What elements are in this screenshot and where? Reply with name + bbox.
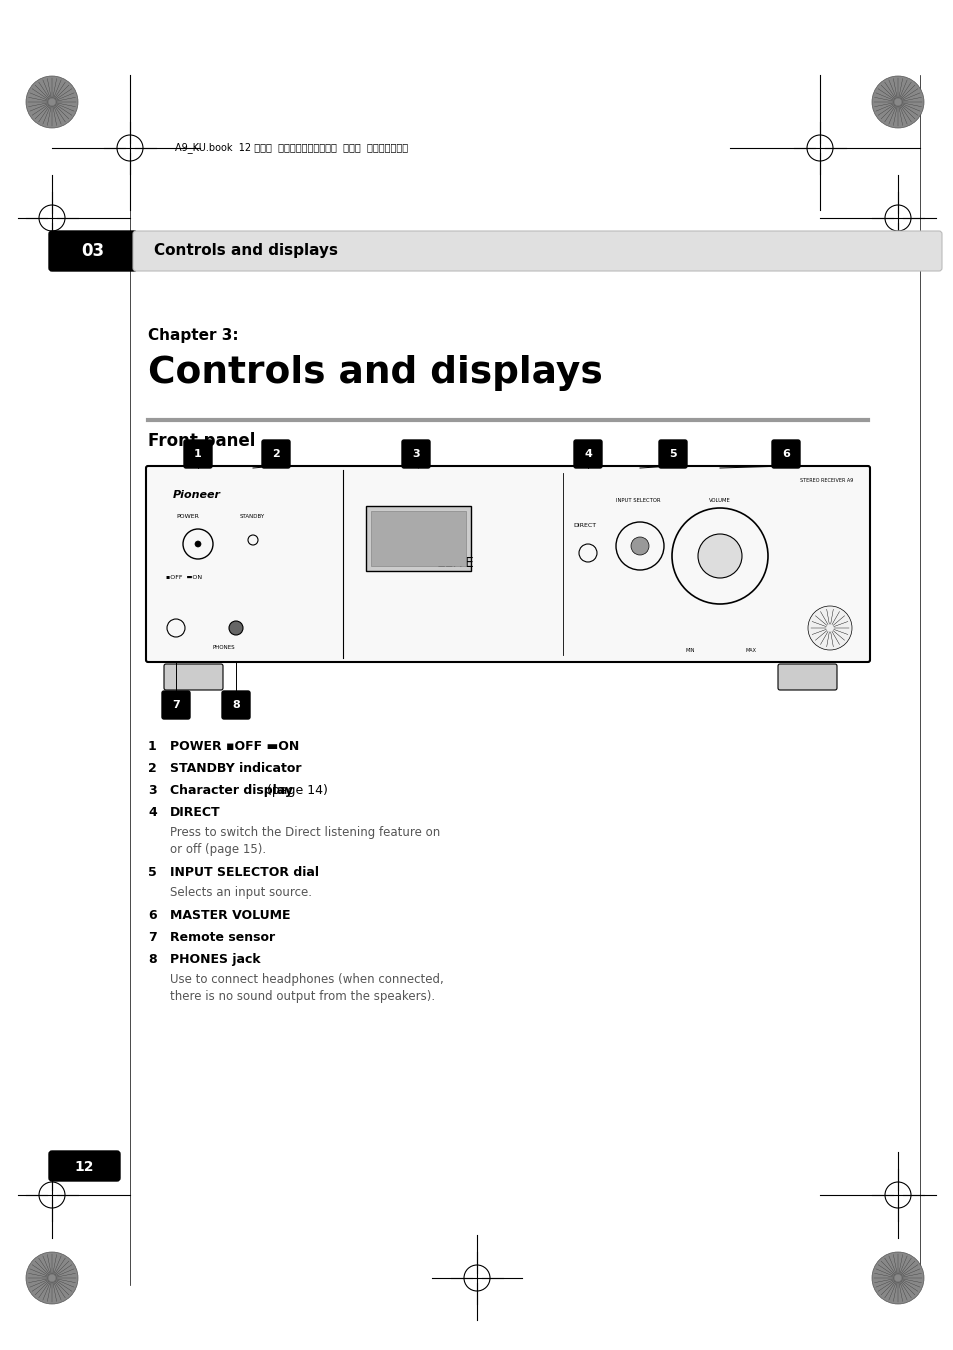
Circle shape xyxy=(26,1251,78,1304)
Text: Use to connect headphones (when connected,: Use to connect headphones (when connecte… xyxy=(170,973,443,985)
Text: Character display: Character display xyxy=(170,784,293,796)
Text: Front panel: Front panel xyxy=(148,432,255,450)
FancyBboxPatch shape xyxy=(146,466,869,662)
Text: 4: 4 xyxy=(583,450,591,459)
Text: Press to switch the Direct listening feature on: Press to switch the Direct listening fea… xyxy=(170,826,439,838)
Text: or off (page 15).: or off (page 15). xyxy=(170,842,266,856)
Text: 4: 4 xyxy=(148,806,156,819)
Circle shape xyxy=(871,76,923,128)
FancyBboxPatch shape xyxy=(164,664,223,690)
Text: MASTER VOLUME: MASTER VOLUME xyxy=(170,909,291,922)
FancyBboxPatch shape xyxy=(574,440,601,468)
Text: STANDBY: STANDBY xyxy=(240,514,265,518)
Text: STEREO RECEIVER A9: STEREO RECEIVER A9 xyxy=(799,478,852,483)
Text: 12: 12 xyxy=(74,1160,93,1174)
FancyBboxPatch shape xyxy=(262,440,290,468)
Text: ▪OFF  ▬ON: ▪OFF ▬ON xyxy=(166,575,202,580)
Text: 03: 03 xyxy=(81,242,105,261)
Text: 3: 3 xyxy=(412,450,419,459)
FancyBboxPatch shape xyxy=(132,231,941,271)
Text: MIN: MIN xyxy=(685,648,695,653)
Text: 5: 5 xyxy=(148,865,156,879)
Text: Controls and displays: Controls and displays xyxy=(148,355,602,392)
Text: 8: 8 xyxy=(232,701,239,710)
Text: MAX: MAX xyxy=(745,648,757,653)
Text: A9_KU.book  12 ページ  ２００６年１１月６日  月曜日  午後３時３４分: A9_KU.book 12 ページ ２００６年１１月６日 月曜日 午後３時３４分 xyxy=(174,143,408,154)
Text: 2: 2 xyxy=(272,450,279,459)
FancyBboxPatch shape xyxy=(49,231,137,271)
Text: INPUT SELECTOR: INPUT SELECTOR xyxy=(615,498,659,504)
Text: 1: 1 xyxy=(148,740,156,753)
FancyBboxPatch shape xyxy=(162,691,190,720)
FancyBboxPatch shape xyxy=(771,440,800,468)
Text: VOLUME: VOLUME xyxy=(708,498,730,504)
Circle shape xyxy=(630,537,648,555)
Text: Pioneer: Pioneer xyxy=(172,490,221,500)
FancyBboxPatch shape xyxy=(659,440,686,468)
Circle shape xyxy=(26,76,78,128)
Circle shape xyxy=(194,541,201,547)
FancyBboxPatch shape xyxy=(184,440,212,468)
Circle shape xyxy=(871,1251,923,1304)
Text: POWER: POWER xyxy=(175,514,198,518)
Text: STANDBY indicator: STANDBY indicator xyxy=(170,761,301,775)
Text: there is no sound output from the speakers).: there is no sound output from the speake… xyxy=(170,990,435,1003)
Text: Selects an input source.: Selects an input source. xyxy=(170,886,312,899)
Circle shape xyxy=(229,621,243,634)
Circle shape xyxy=(698,535,741,578)
Text: DIRECT: DIRECT xyxy=(170,806,220,819)
Text: 2: 2 xyxy=(148,761,156,775)
Text: 6: 6 xyxy=(781,450,789,459)
Text: INPUT SELECTOR dial: INPUT SELECTOR dial xyxy=(170,865,318,879)
Text: POWER ▪OFF ▬ON: POWER ▪OFF ▬ON xyxy=(170,740,299,753)
Text: 5: 5 xyxy=(668,450,676,459)
Bar xyxy=(366,506,471,571)
Circle shape xyxy=(807,606,851,649)
Text: 7: 7 xyxy=(172,701,180,710)
FancyBboxPatch shape xyxy=(222,691,250,720)
Text: Remote sensor: Remote sensor xyxy=(170,931,274,944)
Text: 8: 8 xyxy=(148,953,156,967)
Text: 7: 7 xyxy=(148,931,156,944)
Bar xyxy=(371,512,465,566)
Text: PHONES: PHONES xyxy=(213,645,235,649)
Text: DIRECT: DIRECT xyxy=(573,522,596,528)
FancyBboxPatch shape xyxy=(49,1152,120,1181)
Text: (page 14): (page 14) xyxy=(263,784,328,796)
Text: Controls and displays: Controls and displays xyxy=(153,243,337,258)
Text: 1: 1 xyxy=(193,450,202,459)
Text: 6: 6 xyxy=(148,909,156,922)
Text: Chapter 3:: Chapter 3: xyxy=(148,328,238,343)
FancyBboxPatch shape xyxy=(778,664,836,690)
Text: ELITE: ELITE xyxy=(436,556,475,570)
Text: 3: 3 xyxy=(148,784,156,796)
Text: PHONES jack: PHONES jack xyxy=(170,953,260,967)
Text: En: En xyxy=(77,1152,91,1162)
FancyBboxPatch shape xyxy=(401,440,430,468)
